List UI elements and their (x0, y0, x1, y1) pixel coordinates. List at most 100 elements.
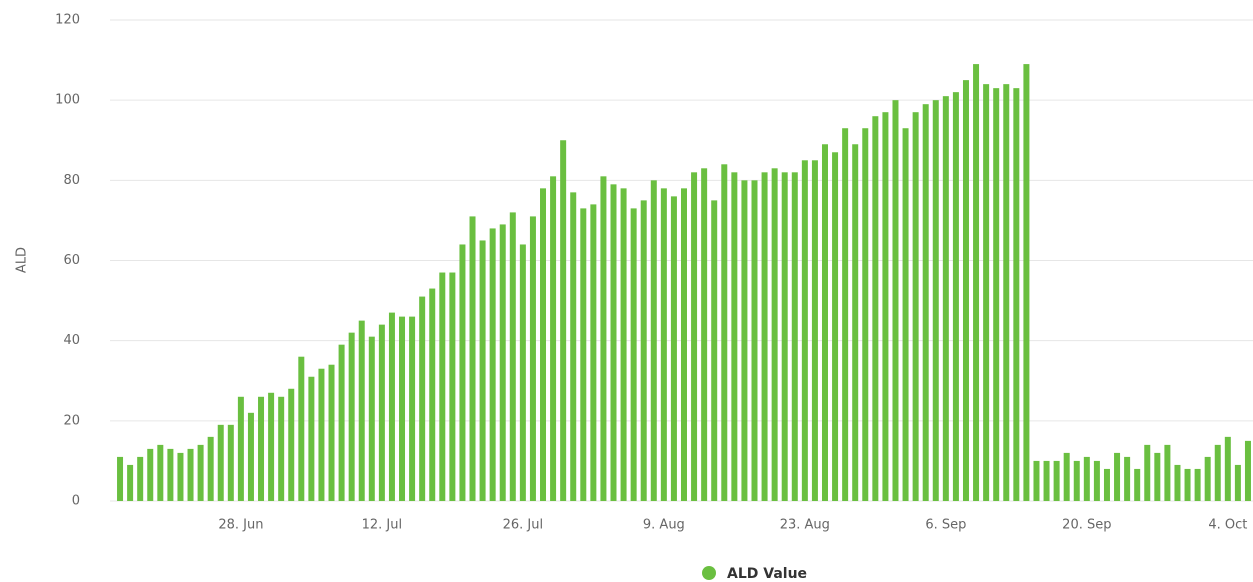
bar (1214, 444, 1221, 501)
legend-label: ALD Value (727, 566, 807, 582)
bar (550, 176, 557, 501)
bar (610, 184, 617, 501)
bar (1073, 460, 1080, 501)
bar (540, 188, 547, 501)
bar (459, 244, 466, 501)
bar (1093, 460, 1100, 501)
bar (912, 112, 919, 502)
bar (237, 396, 244, 501)
bar (258, 396, 265, 501)
x-tick-label: 26. Jul (503, 518, 544, 533)
bar (1114, 452, 1121, 501)
bar (207, 436, 214, 501)
bar (721, 164, 728, 502)
legend-marker (702, 566, 716, 580)
bar (1144, 444, 1151, 501)
bar (811, 160, 818, 501)
bar (1103, 468, 1110, 501)
bar (157, 444, 164, 501)
x-tick-label: 12. Jul (362, 518, 403, 533)
bar (378, 324, 385, 501)
bar (247, 412, 254, 501)
bar (821, 144, 828, 501)
bar (368, 336, 375, 501)
bar (1244, 440, 1251, 501)
bar (993, 88, 1000, 502)
bar (328, 364, 335, 501)
bar (600, 176, 607, 501)
bar (570, 192, 577, 501)
bar (741, 180, 748, 502)
bar (1134, 468, 1141, 501)
bar (288, 388, 295, 501)
bar (590, 204, 597, 501)
bar (872, 116, 879, 501)
bar (1234, 464, 1241, 501)
bar (509, 212, 516, 501)
bar (147, 448, 154, 501)
bar (962, 80, 969, 501)
bar (419, 296, 426, 501)
bar (952, 92, 959, 502)
bar (761, 172, 768, 502)
bar (771, 168, 778, 501)
bar (862, 128, 869, 501)
y-tick-label: 40 (63, 333, 80, 348)
bar (691, 172, 698, 502)
bar (499, 224, 506, 502)
bar (1003, 84, 1010, 501)
bar (298, 356, 305, 501)
bar (1204, 456, 1211, 501)
y-tick-label: 100 (55, 93, 80, 108)
bar (449, 272, 456, 501)
bar (892, 100, 899, 502)
bar (529, 216, 536, 502)
bar (227, 424, 234, 501)
y-tick-label: 0 (72, 494, 80, 509)
y-tick-label: 20 (63, 413, 80, 428)
bar (338, 344, 345, 501)
y-tick-label: 120 (55, 13, 80, 28)
bar (1164, 444, 1171, 501)
bar (791, 172, 798, 502)
bar (1033, 460, 1040, 501)
bar (650, 180, 657, 502)
bar (177, 452, 184, 501)
bar (640, 200, 647, 501)
bar (781, 172, 788, 502)
bar (580, 208, 587, 501)
bar (1063, 452, 1070, 501)
x-tick-label: 4. Oct (1208, 518, 1247, 533)
bar (268, 392, 275, 501)
bar (560, 140, 567, 501)
bar (348, 332, 355, 501)
bar (519, 244, 526, 501)
bar (469, 216, 476, 502)
bar (973, 64, 980, 501)
bar (630, 208, 637, 501)
bar (681, 188, 687, 501)
y-axis-label: ALD (15, 247, 30, 273)
bar (358, 320, 365, 501)
bar (117, 456, 124, 501)
bar (399, 316, 406, 501)
bar (751, 180, 758, 502)
bar (429, 288, 436, 501)
bar (1194, 468, 1201, 501)
bar (388, 312, 395, 501)
bar (983, 84, 990, 501)
bar (1043, 460, 1050, 501)
bar (1174, 464, 1181, 501)
bar (852, 144, 859, 501)
bar (1154, 452, 1161, 501)
bar (932, 100, 939, 502)
bar (137, 456, 144, 501)
bar (1184, 468, 1191, 501)
bar (731, 172, 738, 502)
bar (942, 96, 949, 502)
y-tick-label: 60 (63, 253, 80, 268)
bar (842, 128, 849, 501)
bar (318, 368, 325, 501)
bar (308, 376, 315, 501)
